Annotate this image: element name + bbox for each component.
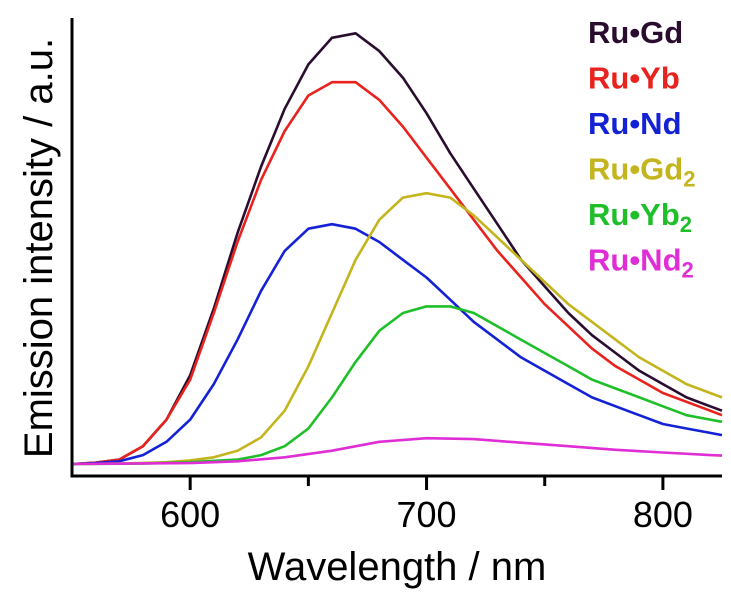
x-tick-label: 800 bbox=[633, 494, 693, 535]
legend-entry-6: Ru•Nd2 bbox=[588, 243, 694, 283]
x-tick-label: 700 bbox=[397, 494, 457, 535]
series-line-5 bbox=[71, 305, 723, 466]
legend-entry-1: Ru•Gd bbox=[588, 15, 683, 50]
series-line-2 bbox=[71, 80, 723, 466]
x-tick-label: 600 bbox=[160, 494, 220, 535]
legend: Ru•Gd Ru•Yb Ru•Nd Ru•Gd2 Ru•Yb2 Ru•Nd2 bbox=[588, 15, 695, 283]
series-line-1 bbox=[71, 31, 723, 466]
plot-lines bbox=[71, 31, 723, 466]
x-ticks bbox=[188, 476, 665, 490]
legend-entry-4: Ru•Gd2 bbox=[588, 152, 695, 192]
legend-entry-5: Ru•Yb2 bbox=[588, 197, 692, 237]
legend-entry-3: Ru•Nd bbox=[588, 106, 682, 141]
series-line-6 bbox=[71, 436, 723, 466]
series-line-3 bbox=[71, 222, 723, 466]
series-line-4 bbox=[71, 191, 723, 466]
y-axis-title: Emission intensity / a.u. bbox=[17, 38, 61, 458]
legend-entry-2: Ru•Yb bbox=[588, 61, 680, 96]
x-tick-labels: 600 700 800 bbox=[160, 494, 693, 535]
x-axis-title: Wavelength / nm bbox=[248, 545, 547, 589]
